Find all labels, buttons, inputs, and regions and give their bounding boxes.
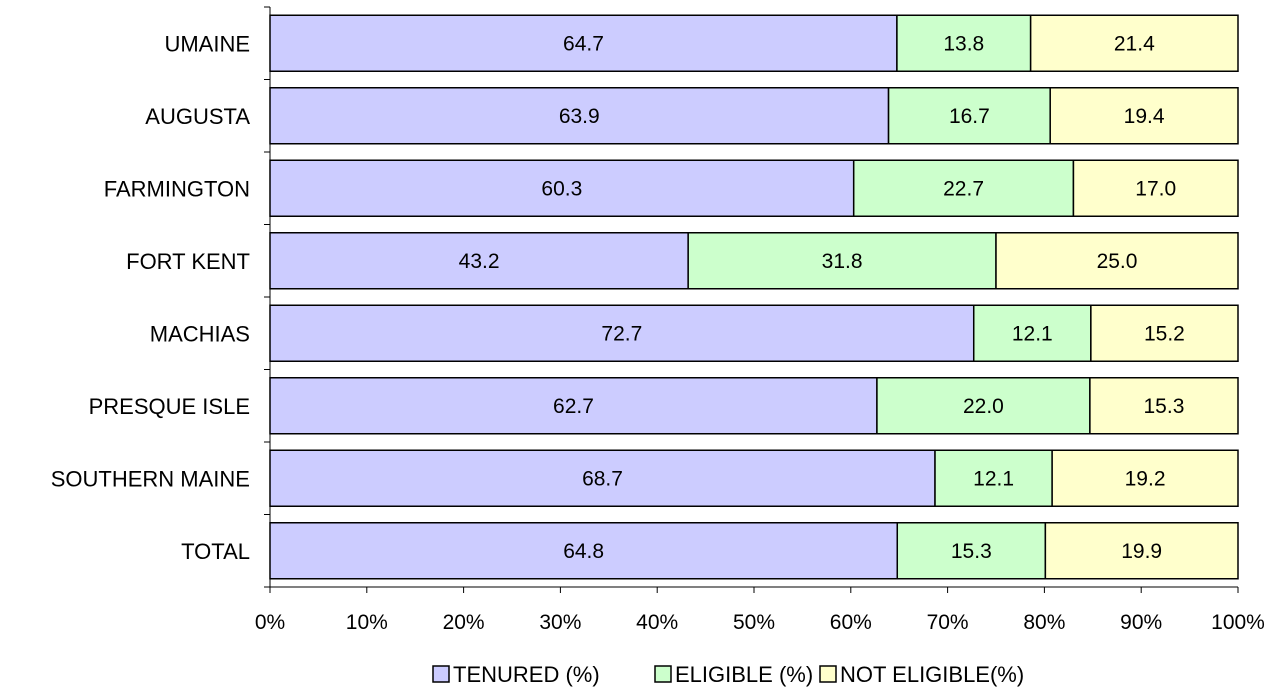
data-label: 64.7	[563, 32, 604, 55]
bar-segment-2-1	[896, 14, 1032, 72]
data-label: 21.4	[1114, 32, 1155, 55]
bar-segment-1-7	[269, 449, 936, 507]
legend: TENURED (%) ELIGIBLE (%) NOT ELIGIBLE(%)	[432, 662, 1024, 687]
bar-segment-1-4	[269, 232, 689, 290]
bar-segment-2-6	[876, 377, 1091, 435]
data-label: 63.9	[559, 105, 600, 128]
category-label: FORT KENT	[126, 249, 250, 274]
data-label: 31.8	[822, 250, 863, 273]
bar-segment-2-5	[972, 304, 1092, 362]
category-label: AUGUSTA	[145, 104, 250, 129]
data-label: 25.0	[1097, 250, 1138, 273]
data-label: 15.2	[1144, 322, 1185, 345]
bar-segment-1-2	[269, 87, 890, 145]
data-label: 60.3	[541, 177, 582, 200]
bar-segment-2-3	[852, 159, 1075, 217]
legend-label: ELIGIBLE (%)	[675, 662, 813, 687]
bar-segment-3-7	[1051, 449, 1239, 507]
category-label: SOUTHERN MAINE	[51, 466, 250, 491]
category-label: MACHIAS	[150, 321, 250, 346]
data-label: 19.9	[1121, 540, 1162, 563]
x-tick-label: 80%	[1023, 611, 1065, 634]
x-tick-label: 70%	[927, 611, 969, 634]
bar-segment-1-1	[269, 14, 898, 72]
bar-segment-3-1	[1029, 14, 1239, 72]
plot-area: 64.7 13.8 21.4 UMAINE 63.9 16.7 19.4 AUGUSTA 60.…	[51, 6, 1265, 634]
bar-segment-2-7	[934, 449, 1053, 507]
data-label: 15.3	[1144, 395, 1185, 418]
data-label: 13.8	[943, 32, 984, 55]
data-label: 22.7	[943, 177, 984, 200]
legend-swatch	[819, 665, 837, 683]
data-label: 19.4	[1124, 105, 1165, 128]
bar-segment-3-8	[1044, 522, 1239, 580]
bar-segment-1-5	[269, 304, 975, 362]
data-label: 64.8	[563, 540, 604, 563]
x-tick-label: 40%	[636, 611, 678, 634]
x-tick-label: 20%	[443, 611, 485, 634]
data-label: 19.2	[1125, 467, 1166, 490]
data-label: 22.0	[963, 395, 1004, 418]
x-tick-label: 100%	[1211, 611, 1265, 634]
bar-segment-3-2	[1049, 87, 1239, 145]
data-label: 68.7	[582, 467, 623, 490]
data-label: 43.2	[459, 250, 500, 273]
bar-segment-3-4	[995, 232, 1239, 290]
category-label: UMAINE	[164, 31, 250, 56]
data-label: 12.1	[973, 467, 1014, 490]
x-tick-label: 90%	[1120, 611, 1162, 634]
bar-segment-2-2	[887, 87, 1051, 145]
legend-swatch	[654, 665, 672, 683]
bar-segment-1-3	[269, 159, 855, 217]
bar-segment-3-3	[1072, 159, 1239, 217]
data-label: 15.3	[951, 540, 992, 563]
x-tick-label: 10%	[346, 611, 388, 634]
data-label: 72.7	[601, 322, 642, 345]
legend-label: NOT ELIGIBLE(%)	[840, 662, 1024, 687]
data-label: 17.0	[1135, 177, 1176, 200]
legend-label: TENURED (%)	[453, 662, 600, 687]
x-tick-label: 50%	[733, 611, 775, 634]
legend-swatch	[432, 665, 450, 683]
x-tick-label: 30%	[539, 611, 581, 634]
data-label: 12.1	[1012, 322, 1053, 345]
category-label: PRESQUE ISLE	[89, 394, 250, 419]
bar-segment-3-6	[1089, 377, 1239, 435]
category-label: FARMINGTON	[104, 176, 250, 201]
x-tick-label: 0%	[255, 611, 285, 634]
x-tick-label: 60%	[830, 611, 872, 634]
data-label: 62.7	[553, 395, 594, 418]
category-label: TOTAL	[181, 539, 250, 564]
data-label: 16.7	[949, 105, 990, 128]
bar-segment-3-5	[1090, 304, 1239, 362]
bar-segment-1-8	[269, 522, 899, 580]
bar-segment-2-8	[896, 522, 1047, 580]
